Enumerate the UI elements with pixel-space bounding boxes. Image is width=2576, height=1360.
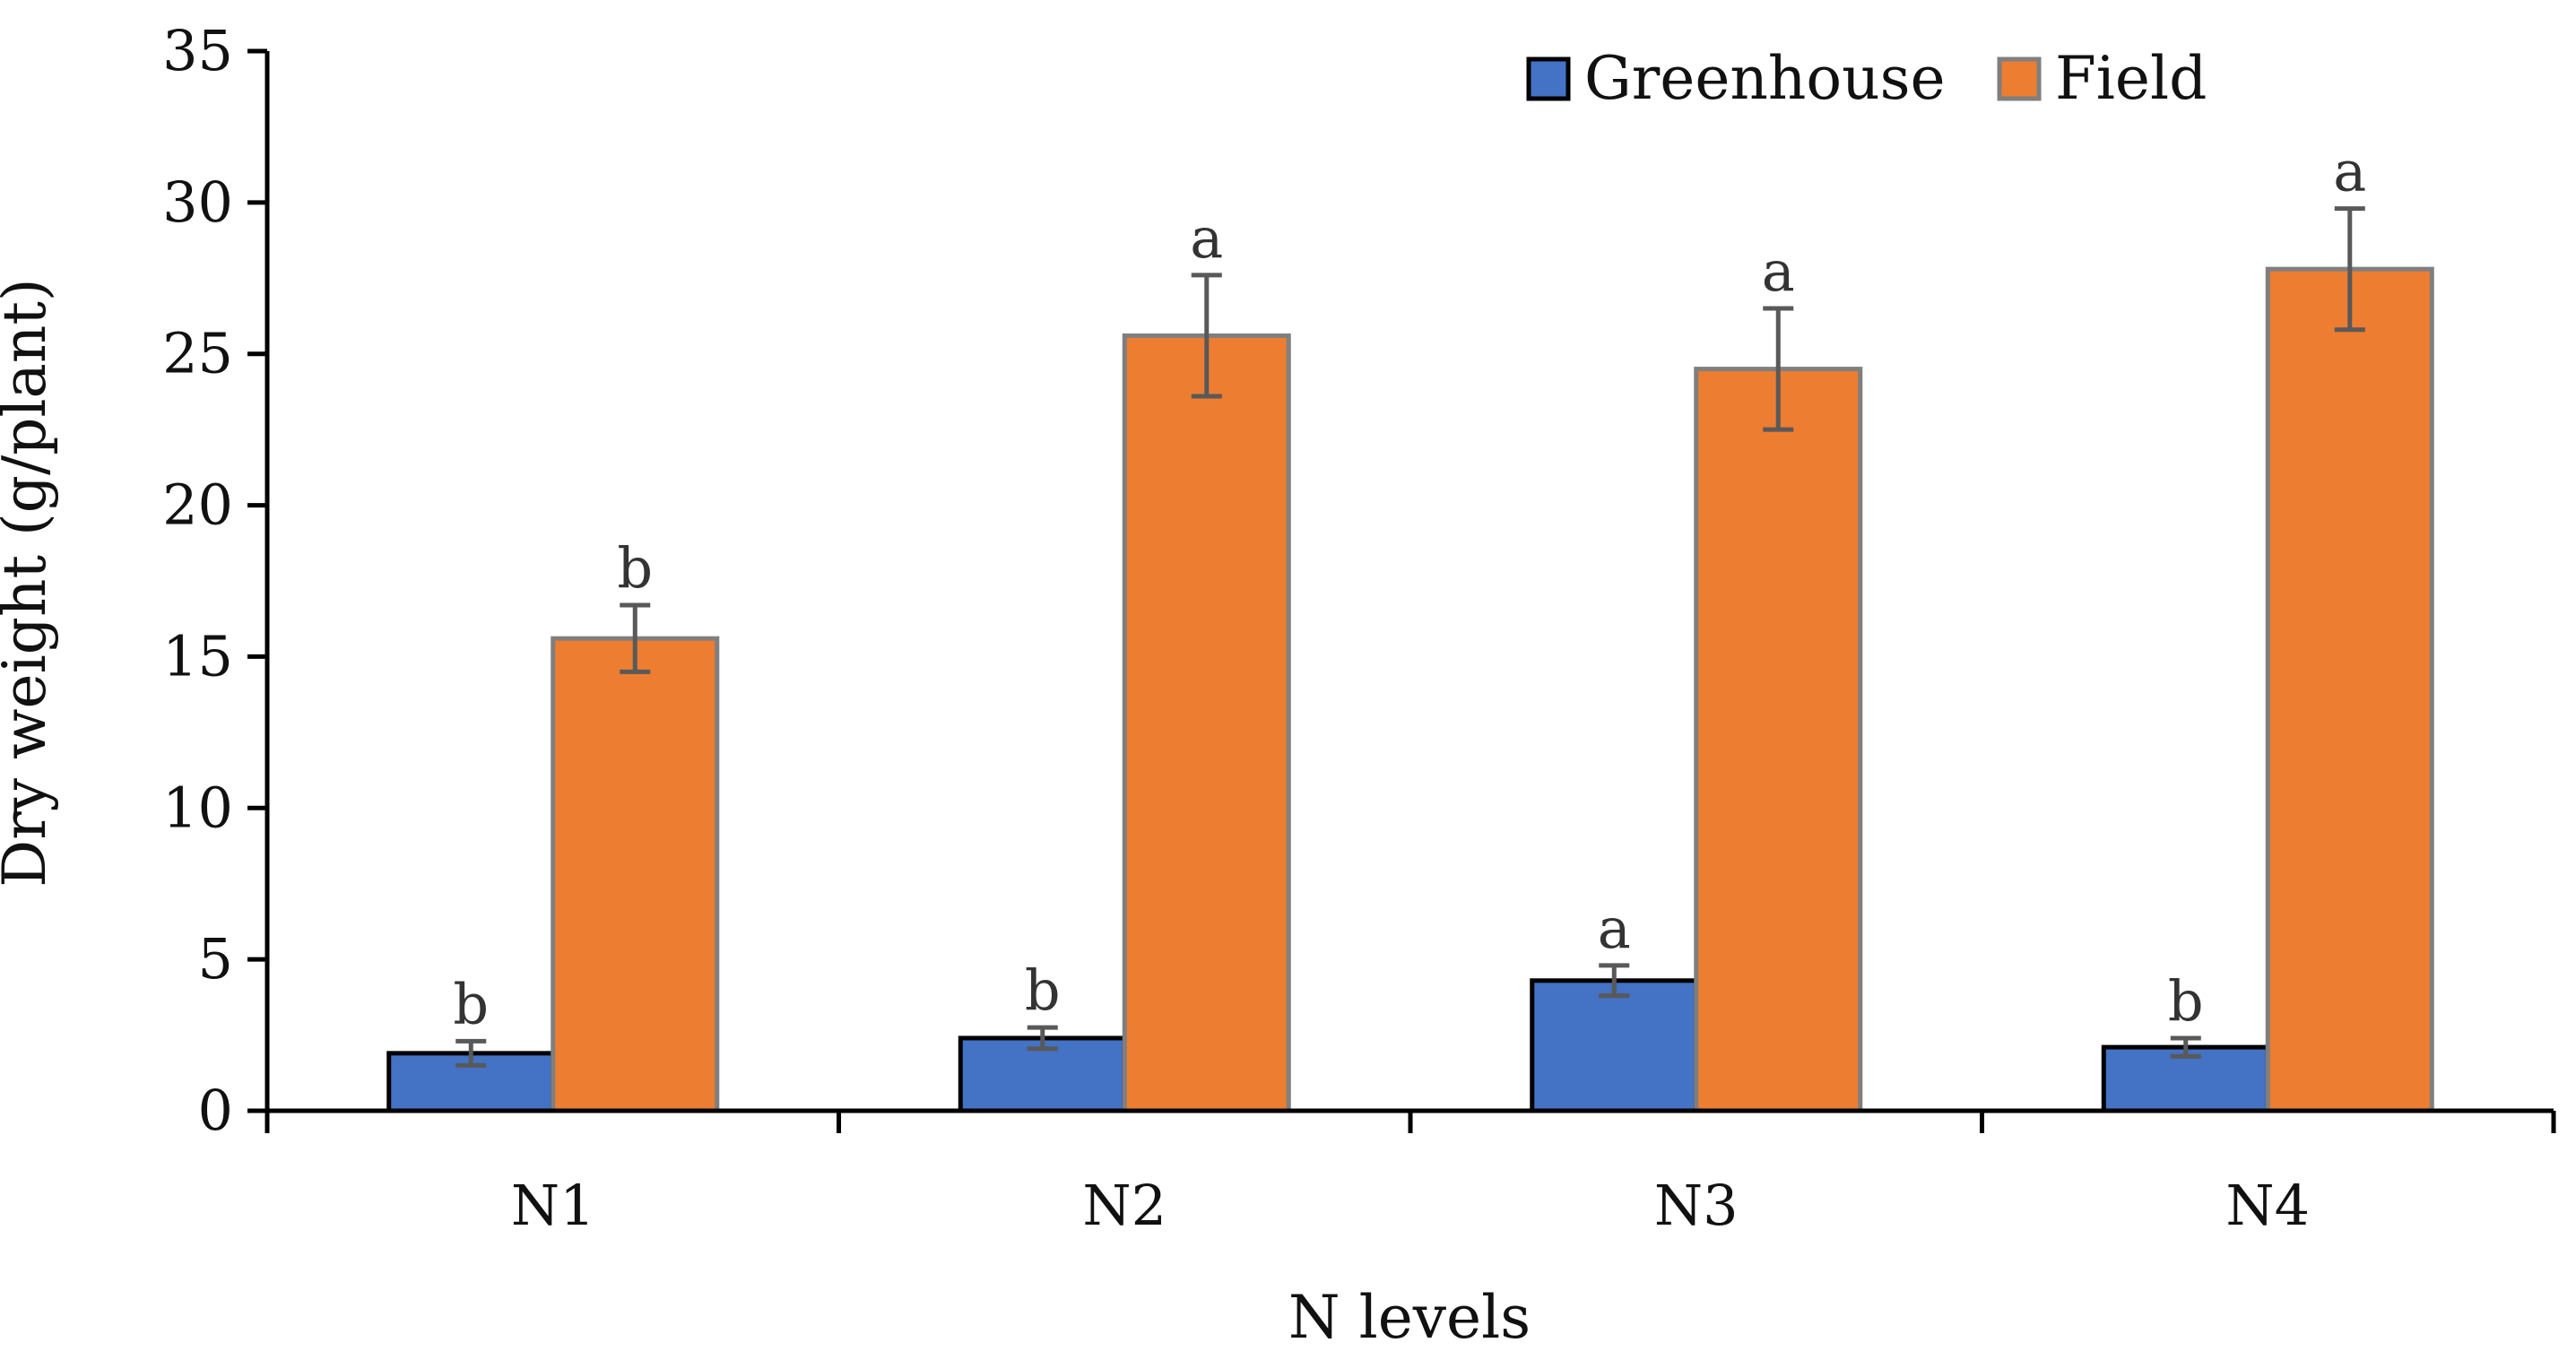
legend-item-greenhouse: Greenhouse [1526, 44, 1946, 113]
legend-item-field: Field [1997, 44, 2207, 113]
significance-label-greenhouse-n2: b [1025, 957, 1061, 1023]
y-tick-label: 20 [162, 472, 233, 538]
legend-label-field: Field [2055, 44, 2207, 113]
x-tick-label-n4: N4 [2225, 1173, 2310, 1238]
error-bar-greenhouse-n1 [455, 1038, 487, 1068]
y-tick-label: 10 [162, 775, 233, 840]
significance-label-field-n4: a [2333, 139, 2366, 204]
bar-field-n2 [1122, 333, 1291, 1113]
error-bar-greenhouse-n3 [1599, 963, 1630, 999]
y-tick-label: 5 [198, 926, 233, 992]
legend: Greenhouse Field [1526, 44, 2207, 113]
x-axis-title: N levels [1288, 1283, 1531, 1352]
bar-field-n4 [2265, 266, 2434, 1113]
x-tick-label-n2: N2 [1082, 1173, 1167, 1238]
y-tick-label: 35 [162, 18, 233, 83]
legend-label-greenhouse: Greenhouse [1584, 44, 1946, 113]
significance-label-field-n2: a [1190, 205, 1223, 271]
y-tick-label: 30 [162, 169, 233, 235]
significance-labels-layer: b b a b b a a a [453, 139, 2366, 1037]
bar-field-n1 [551, 636, 720, 1113]
significance-label-greenhouse-n3: a [1598, 896, 1631, 961]
significance-label-greenhouse-n4: b [2168, 968, 2204, 1034]
bar-field-n3 [1694, 367, 1863, 1113]
x-tick-label-n1: N1 [511, 1173, 595, 1238]
significance-label-greenhouse-n1: b [453, 971, 489, 1036]
significance-label-field-n3: a [1762, 238, 1795, 304]
legend-swatch-greenhouse [1526, 56, 1571, 101]
bars-layer [386, 266, 2434, 1113]
x-tick-label-n3: N3 [1654, 1173, 1739, 1238]
y-tick-label: 0 [198, 1078, 233, 1143]
y-tick-label: 25 [162, 321, 233, 386]
bar-greenhouse-n3 [1530, 978, 1699, 1113]
error-bars-layer [455, 206, 2365, 1068]
legend-swatch-field [1997, 56, 2042, 101]
error-bar-field-n2 [1191, 273, 1222, 399]
error-bar-greenhouse-n4 [2170, 1035, 2201, 1059]
y-axis-title: Dry weight (g/plant) [0, 278, 59, 887]
error-bar-field-n3 [1763, 306, 1794, 432]
significance-label-field-n1: b [617, 535, 653, 601]
error-bar-greenhouse-n2 [1027, 1025, 1058, 1052]
error-bar-field-n4 [2334, 206, 2365, 333]
error-bar-field-n1 [620, 602, 651, 674]
axes-layer: 0 5 10 15 20 25 30 35 N1 N2 N3 N4 [162, 18, 2556, 1238]
y-tick-label: 15 [162, 623, 233, 689]
